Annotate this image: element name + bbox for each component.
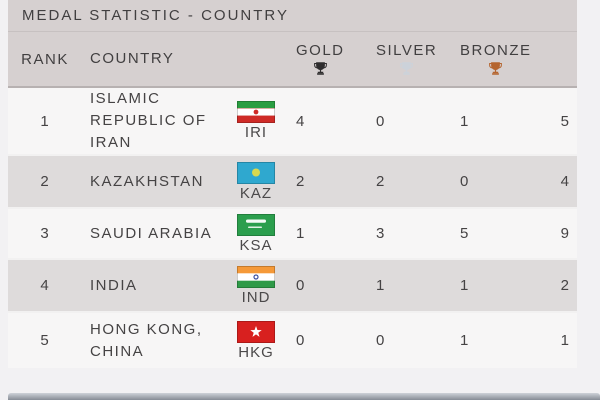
silver-column-header: SILVER bbox=[364, 42, 448, 76]
total-cell: 5 bbox=[560, 112, 569, 130]
flag-india-icon bbox=[237, 265, 275, 288]
rank-cell: 1 bbox=[40, 112, 50, 130]
bronze-label: BRONZE bbox=[460, 42, 532, 59]
silver-cell: 3 bbox=[376, 225, 385, 242]
flag-hong-kong-icon bbox=[237, 320, 275, 343]
next-section-top-bar[interactable] bbox=[8, 393, 600, 400]
gold-label: GOLD bbox=[296, 42, 345, 59]
flag-saudi-arabia-icon bbox=[237, 213, 275, 236]
page-title: MEDAL STATISTIC - COUNTRY bbox=[22, 7, 289, 24]
total-cell: 2 bbox=[560, 277, 569, 294]
gold-cell: 1 bbox=[296, 225, 305, 242]
silver-trophy-icon bbox=[399, 61, 414, 76]
country-code: KAZ bbox=[239, 184, 273, 202]
table-header-row: RANK COUNTRY GOLD SILVER BRONZE bbox=[8, 32, 577, 88]
bronze-cell: 5 bbox=[460, 225, 469, 242]
rank-cell: 3 bbox=[40, 225, 50, 242]
flag-kazakhstan-icon bbox=[237, 161, 275, 184]
table-row-kazakhstan: 2 KAZAKHSTAN KAZ 2 2 0 4 bbox=[8, 156, 577, 209]
bronze-trophy-icon bbox=[488, 61, 503, 76]
country-code: IND bbox=[241, 288, 271, 306]
silver-cell: 2 bbox=[376, 173, 385, 190]
flag-cell: IND bbox=[228, 262, 284, 310]
rank-cell: 4 bbox=[40, 277, 50, 294]
rank-column-header: RANK bbox=[21, 50, 69, 68]
silver-cell: 0 bbox=[376, 332, 385, 349]
table-body: 1 ISLAMIC REPUBLIC OF IRAN IRI 4 0 bbox=[8, 88, 577, 368]
silver-label: SILVER bbox=[376, 42, 438, 59]
total-cell: 1 bbox=[560, 332, 569, 349]
bronze-cell: 1 bbox=[460, 332, 469, 349]
gold-column-header: GOLD bbox=[284, 42, 364, 76]
bronze-cell: 1 bbox=[460, 112, 469, 130]
country-column-header: COUNTRY bbox=[90, 50, 175, 67]
rank-cell: 5 bbox=[40, 332, 50, 349]
total-cell: 9 bbox=[560, 225, 569, 242]
flag-iran-icon bbox=[237, 101, 275, 123]
country-cell: INDIA bbox=[90, 276, 138, 294]
table-row-iran: 1 ISLAMIC REPUBLIC OF IRAN IRI 4 0 bbox=[8, 88, 577, 156]
country-cell: KAZAKHSTAN bbox=[90, 172, 204, 190]
country-code: HKG bbox=[238, 343, 274, 361]
country-cell: HONG KONG, CHINA bbox=[90, 320, 203, 360]
gold-cell: 4 bbox=[296, 112, 305, 130]
country-code: IRI bbox=[244, 124, 268, 141]
bronze-cell: 1 bbox=[460, 277, 469, 294]
total-cell: 4 bbox=[560, 173, 569, 190]
table-row-india: 4 INDIA IND 0 1 1 2 bbox=[8, 260, 577, 313]
gold-trophy-icon bbox=[313, 61, 328, 76]
gold-cell: 0 bbox=[296, 277, 305, 294]
country-cell: ISLAMIC REPUBLIC OF IRAN bbox=[90, 90, 207, 151]
silver-cell: 1 bbox=[376, 277, 385, 294]
flag-cell: KAZ bbox=[228, 158, 284, 206]
country-cell: SAUDI ARABIA bbox=[90, 224, 213, 242]
bronze-column-header: BRONZE bbox=[448, 42, 532, 76]
rank-cell: 2 bbox=[40, 173, 50, 190]
medal-statistic-card: MEDAL STATISTIC - COUNTRY RANK COUNTRY G… bbox=[8, 0, 577, 368]
table-row-hong-kong: 5 HONG KONG, CHINA HKG 0 0 1 1 bbox=[8, 313, 577, 368]
silver-cell: 0 bbox=[376, 112, 385, 130]
flag-cell: KSA bbox=[228, 210, 284, 258]
gold-cell: 2 bbox=[296, 173, 305, 190]
gold-cell: 0 bbox=[296, 332, 305, 349]
bronze-cell: 0 bbox=[460, 173, 469, 190]
flag-cell: HKG bbox=[228, 317, 284, 365]
flag-cell: IRI bbox=[228, 97, 284, 145]
section-title-bar[interactable]: MEDAL STATISTIC - COUNTRY bbox=[8, 0, 577, 32]
country-code: KSA bbox=[239, 236, 273, 254]
table-row-saudi-arabia: 3 SAUDI ARABIA KSA 1 3 5 9 bbox=[8, 209, 577, 260]
